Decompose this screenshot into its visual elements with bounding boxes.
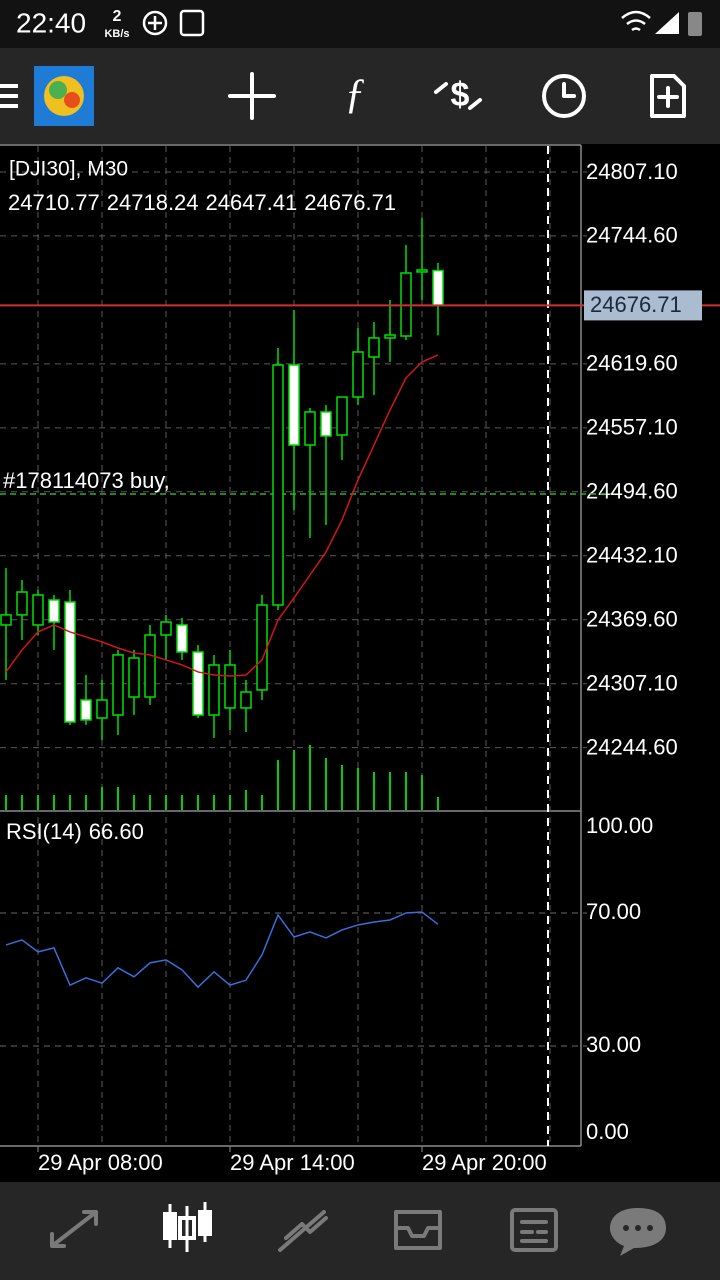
y-tick-label: 30.00 (586, 1032, 641, 1057)
crosshair-button[interactable] (228, 72, 276, 120)
rsi-readout: RSI(14) 66.60 (6, 819, 144, 844)
plot: 24807.10 24744.60 24619.60 24557.10 24494.60… (0, 146, 720, 1175)
candle-body (96, 699, 108, 719)
y-tick-label: 24807.10 (586, 159, 678, 184)
candle-body (432, 269, 444, 307)
open-value: 24710.77 (8, 190, 100, 215)
y-tick-label: 0.00 (586, 1119, 629, 1144)
add-chart-button[interactable] (650, 74, 686, 118)
chat-tab[interactable] (610, 1208, 666, 1256)
y-tick-label: 24244.60 (586, 734, 678, 759)
x-tick-label: 29 Apr 08:00 (38, 1150, 163, 1175)
news-tab[interactable] (510, 1208, 558, 1252)
y-tick-label: 100.00 (586, 813, 653, 838)
candle-body (320, 411, 332, 437)
net-speed-unit: KB/s (104, 28, 129, 40)
status-icons (142, 9, 702, 37)
y-tick-label: 24432.10 (586, 543, 678, 568)
candle-body (80, 699, 92, 721)
price-tag (584, 290, 702, 321)
candle-body (32, 594, 44, 626)
y-tick-label: 24744.60 (586, 223, 678, 248)
quotes-tab[interactable] (50, 1210, 98, 1248)
candle-body (144, 634, 156, 698)
menu-button[interactable] (0, 84, 18, 108)
y-tick-label: 24369.60 (586, 607, 678, 632)
status-bar (0, 0, 720, 48)
price-tag-label: 24676.71 (590, 292, 682, 317)
candle-body (128, 657, 140, 698)
candle-body (16, 591, 28, 616)
candle-body (256, 604, 268, 691)
ohlc-readout: 24710.77 24718.24 24647.41 24676.71 (8, 190, 396, 215)
trade-tab[interactable] (278, 1210, 328, 1252)
rsi-value: 66.60 (89, 819, 144, 844)
high-value: 24718.24 (107, 190, 199, 215)
low-value: 24647.41 (206, 190, 298, 215)
net-speed: 2 (113, 8, 122, 25)
chart-tab[interactable] (163, 1202, 212, 1252)
candle-body (176, 624, 188, 653)
svg-text:$: $ (451, 76, 470, 114)
history-tab[interactable] (394, 1210, 442, 1250)
x-tick-label: 29 Apr 14:00 (230, 1150, 355, 1175)
y-tick-label: 24619.60 (586, 351, 678, 376)
candle-body (208, 664, 220, 716)
symbol-label: [DJI30], M30 (9, 158, 128, 181)
toolbar (0, 48, 720, 144)
candle-body (224, 664, 236, 709)
close-value: 24676.71 (304, 190, 396, 215)
candle-body (0, 614, 12, 626)
candle-body (416, 269, 428, 273)
x-tick-label: 29 Apr 20:00 (422, 1150, 547, 1175)
y-tick-label: 70.00 (586, 899, 641, 924)
trade-button[interactable]: $ (434, 76, 482, 114)
svg-text:ƒ: ƒ (345, 72, 366, 118)
candle-body (368, 337, 380, 358)
y-tick-label: 24557.10 (586, 415, 678, 440)
candle-body (336, 396, 348, 436)
app-logo[interactable] (34, 66, 94, 126)
candle-body (384, 334, 396, 339)
y-tick-label: 24494.60 (586, 479, 678, 504)
candle-body (240, 691, 252, 709)
y-tick-label: 24307.10 (586, 671, 678, 696)
chart-frame (0, 144, 582, 1147)
candle-body (160, 621, 172, 636)
candle-body (288, 364, 300, 446)
candle-body (304, 411, 316, 446)
indicators-button[interactable]: ƒ (345, 72, 366, 118)
candle-body (352, 351, 364, 398)
rsi-line (5, 911, 439, 989)
order-label: #178114073 buy, (3, 468, 170, 493)
rsi-title: RSI(14) (6, 819, 82, 844)
moving-average (5, 354, 439, 677)
candle-body (272, 364, 284, 606)
clock: 22:40 (16, 7, 86, 38)
candle-body (192, 651, 204, 716)
candle-body (64, 601, 76, 723)
bottom-nav (0, 1182, 720, 1280)
candle-body (48, 599, 60, 623)
candle-body (112, 654, 124, 716)
timeframe-button[interactable] (542, 74, 586, 118)
